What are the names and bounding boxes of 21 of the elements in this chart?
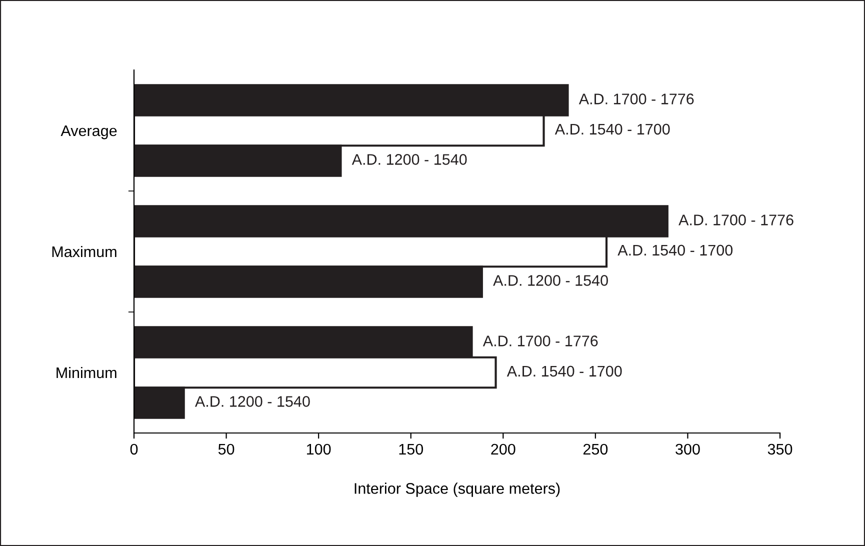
x-tick-label: 250 — [583, 444, 608, 455]
y-tick-label: Average — [60, 126, 117, 140]
x-tick-label: 200 — [491, 444, 516, 455]
text: A.D. 1200 - 1540 — [194, 396, 310, 407]
series-label: A.D. 1700 - 1776 — [578, 94, 694, 104]
x-tick-label: 350 — [768, 444, 792, 455]
x-tick-label: 0 — [130, 444, 138, 455]
x-tick-label: 50 — [218, 444, 234, 455]
x-tick-label: 150 — [399, 444, 424, 455]
series-label: A.D. 1200 - 1540 — [352, 154, 467, 165]
series-label: A.D. 1540 - 1700 — [554, 124, 670, 135]
x-tick-label: 300 — [676, 444, 700, 455]
text: A.D. 1540 - 1700 — [506, 366, 622, 377]
x-axis-title: Interior Space (square meters) — [354, 482, 560, 497]
y-tick-label: Minimum — [56, 366, 116, 378]
text: A.D. 1700 - 1776 — [678, 214, 794, 226]
text: A.D. 1200 - 1540 — [493, 275, 608, 286]
x-tick-label: 100 — [306, 444, 331, 455]
y-tick-label: Maximum — [52, 246, 116, 258]
text: A.D. 1540 - 1700 — [618, 244, 733, 256]
text: A.D. 1700 - 1776 — [482, 336, 598, 346]
